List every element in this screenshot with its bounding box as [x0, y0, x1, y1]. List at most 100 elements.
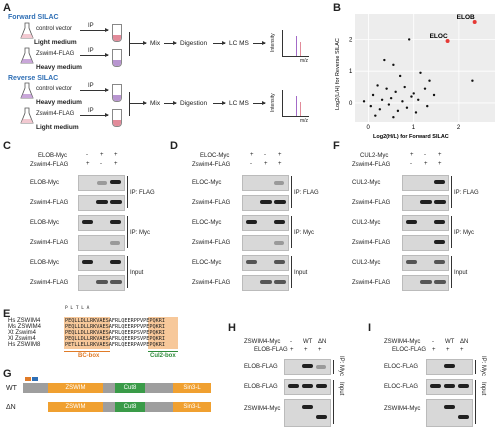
forward-row1-medium: Light medium [34, 39, 77, 46]
input-label: Input [294, 270, 308, 276]
western-blot [402, 255, 449, 271]
scatter-point [371, 93, 375, 97]
scatter-point [398, 74, 402, 78]
panel-label-g: G [3, 368, 12, 380]
row-cul2-myc: CUL2-Myc [360, 153, 389, 159]
scatter-point [374, 114, 377, 117]
x-tick-label: 0 [367, 125, 371, 131]
lcms-label: LC MS [229, 40, 249, 47]
y-tick-label: 1 [349, 69, 353, 75]
scatter-point [378, 108, 382, 111]
ip-myc-label: IP: Myc [130, 230, 151, 236]
ip-flag-label: IP: FLAG [294, 190, 319, 196]
western-blot [242, 255, 289, 271]
western-blot [242, 175, 289, 191]
lane-sign: + [86, 161, 90, 167]
lane-sign: + [100, 152, 104, 158]
arrow [164, 41, 177, 45]
cul2-box-label: Cul2-box [150, 353, 176, 359]
blot-label: Zswim4-FLAG [192, 280, 231, 286]
mix-label: Mix [150, 40, 161, 47]
lane-sign: - [410, 161, 412, 167]
bc-box-label: BC-box [78, 353, 100, 359]
lcms-label: LC MS [229, 100, 249, 107]
lane-sign: - [250, 161, 252, 167]
western-blot [426, 359, 473, 375]
ip-myc-label: IP: Myc [338, 356, 344, 377]
mz-label: m/z [300, 118, 309, 124]
zswim-domain: ZSWIM [48, 383, 103, 393]
lane-sign: + [290, 347, 294, 353]
blot-label: Zswim4-FLAG [30, 240, 69, 246]
scatter-point [412, 92, 415, 95]
scatter-point [403, 85, 406, 89]
lane-sign: - [290, 339, 292, 345]
linker-segment [145, 383, 173, 393]
scatter-point [394, 90, 397, 94]
arrow [130, 41, 147, 45]
reverse-row2-label: Zswim4-FLAG [36, 111, 75, 117]
western-blot [78, 175, 125, 191]
scatter-point [419, 71, 422, 74]
mutation-marks: P L T L A [65, 306, 90, 311]
lane-sign: + [114, 152, 118, 158]
silac-scatter-chart: ELOB ELOC 0 1 2 0 1 2 Log2(L/H) for Reverse SI… [335, 14, 495, 140]
lane-sign: + [278, 152, 282, 158]
western-blot [402, 235, 449, 251]
bc-box-underline [64, 351, 110, 352]
scatter-point [414, 111, 418, 114]
scatter-point [410, 95, 413, 98]
arrow [130, 101, 147, 105]
input-label: Input [130, 270, 144, 276]
sequence-row: PEQLLDLLRKVAESAFRLQEERPPVPEPQKRI [65, 324, 165, 330]
western-blot [284, 379, 331, 395]
species-label: Hs ZSWIM8 [8, 342, 41, 348]
blot-label: Zswim4-FLAG [352, 280, 391, 286]
ip-myc-label: IP: Myc [480, 356, 486, 377]
western-blot [242, 215, 289, 231]
lane-sign: + [264, 161, 268, 167]
bracket [475, 380, 476, 424]
mass-spectrum-plot [282, 30, 309, 57]
linker-segment [103, 383, 115, 393]
row-zswim4-myc: ZSWIM4-Myc [244, 339, 281, 345]
panel-label-b: B [333, 2, 341, 14]
blot-label: Zswim4-FLAG [30, 200, 69, 206]
lane-sign: + [432, 347, 436, 353]
arrow [80, 28, 109, 32]
flask-icon [20, 107, 34, 124]
western-blot [402, 275, 449, 291]
lane-sign: - [100, 161, 102, 167]
row-zswim4-flag: Zswim4-FLAG [192, 162, 231, 168]
lane-sign: ΔN [460, 339, 469, 345]
lane-sign: - [432, 339, 434, 345]
arrow [213, 41, 226, 45]
blot-label: ELOB-Myc [30, 220, 60, 226]
scatter-point [387, 103, 391, 106]
cul2-box-marker [32, 377, 38, 381]
western-blot [426, 379, 473, 395]
digestion-label: Digestion [180, 40, 208, 47]
input-label: Input [454, 270, 468, 276]
lane-sign: ΔN [318, 339, 327, 345]
blot-label: Zswim4-FLAG [192, 240, 231, 246]
ip-flag-label: IP: FLAG [130, 190, 155, 196]
row-elob-myc: ELOB-Myc [38, 153, 68, 159]
panel-label-d: D [170, 140, 178, 152]
flask-icon [20, 82, 34, 99]
reverse-row1-label: control vector [36, 86, 73, 92]
scatter-point [423, 87, 427, 90]
scatter-point [417, 98, 420, 101]
bracket [127, 256, 128, 288]
blot-label: ELOC-FLAG [384, 384, 419, 390]
tube-icon [112, 49, 122, 67]
scatter-point [445, 39, 450, 43]
blot-label: ELOC-FLAG [384, 364, 419, 370]
input-label: Input [480, 382, 486, 396]
scatter-point [426, 104, 429, 108]
y-tick-label: 2 [349, 37, 353, 43]
tube-icon [112, 84, 122, 102]
scatter-point [369, 104, 373, 108]
scatter-point [376, 84, 379, 87]
scatter-point [389, 96, 393, 100]
